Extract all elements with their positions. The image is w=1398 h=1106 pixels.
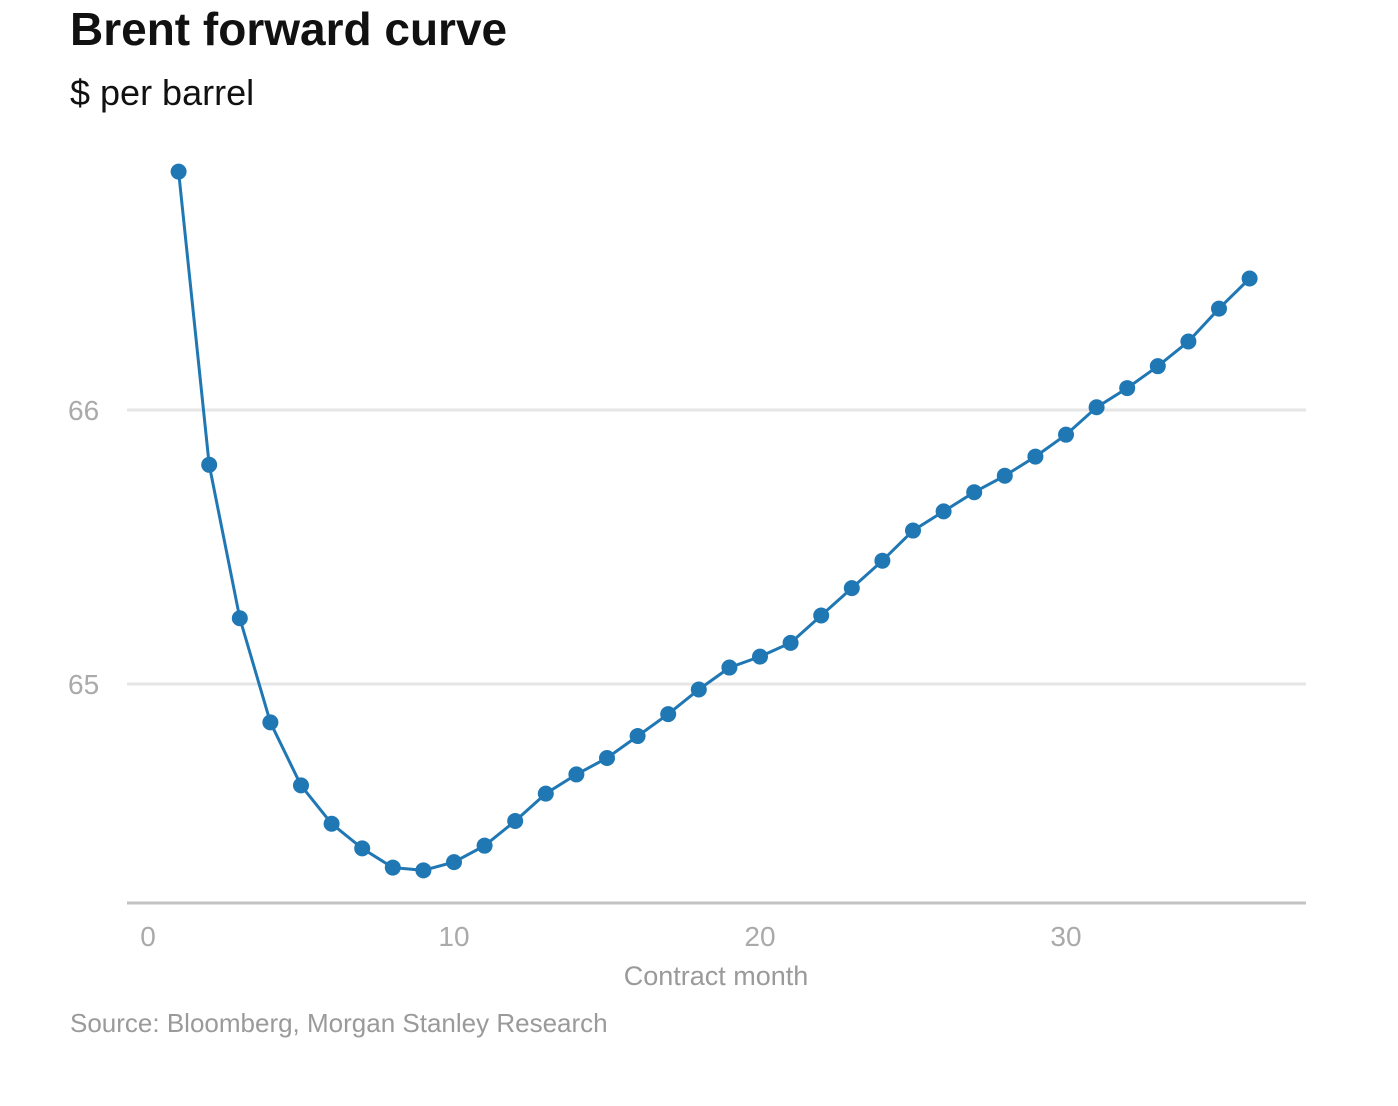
data-point: [1058, 426, 1074, 443]
data-point: [1241, 270, 1258, 287]
source-note: Source: Bloomberg, Morgan Stanley Resear…: [70, 1008, 608, 1038]
data-point: [384, 859, 401, 876]
data-point: [782, 634, 799, 651]
data-point: [1149, 358, 1166, 375]
data-point: [170, 163, 187, 180]
data-point: [201, 456, 218, 473]
series-line: [177, 171, 1251, 872]
data-point: [629, 728, 646, 745]
data-point: [568, 766, 585, 783]
data-point: [752, 648, 768, 665]
data-point: [966, 484, 983, 501]
data-point: [476, 837, 493, 854]
data-point: [690, 681, 707, 698]
data-point: [1211, 300, 1227, 317]
data-point: [415, 862, 432, 879]
data-point: [354, 840, 371, 857]
y-axis-ticks: 65 66: [68, 395, 99, 700]
chart-subtitle: $ per barrel: [70, 72, 255, 113]
data-point: [1180, 333, 1197, 350]
data-point: [231, 610, 248, 627]
data-point: [1027, 448, 1044, 465]
x-axis-ticks: 0 10 20 30: [140, 921, 1081, 952]
x-tick-label: 30: [1050, 921, 1081, 952]
data-point: [599, 749, 615, 766]
x-tick-label: 10: [438, 921, 469, 952]
data-point: [935, 503, 952, 520]
data-point: [996, 467, 1013, 484]
data-point: [507, 813, 524, 829]
data-point: [905, 522, 921, 539]
data-point: [660, 706, 677, 723]
y-tick-label: 66: [68, 395, 99, 426]
x-tick-label: 20: [744, 921, 775, 952]
data-point: [843, 580, 860, 597]
data-point: [1088, 399, 1105, 416]
data-point: [874, 552, 891, 569]
data-point: [446, 854, 462, 871]
data-point: [262, 714, 279, 731]
data-points: [170, 163, 1258, 879]
x-axis-label: Contract month: [624, 961, 809, 991]
data-point: [1119, 380, 1136, 397]
data-point: [813, 607, 830, 624]
data-point: [293, 777, 309, 794]
y-tick-label: 65: [68, 669, 99, 700]
data-point: [537, 785, 554, 802]
data-point: [721, 659, 738, 676]
chart-title: Brent forward curve: [70, 3, 508, 55]
gridlines: [127, 408, 1306, 686]
data-point: [323, 815, 340, 832]
x-tick-label: 0: [140, 921, 156, 952]
